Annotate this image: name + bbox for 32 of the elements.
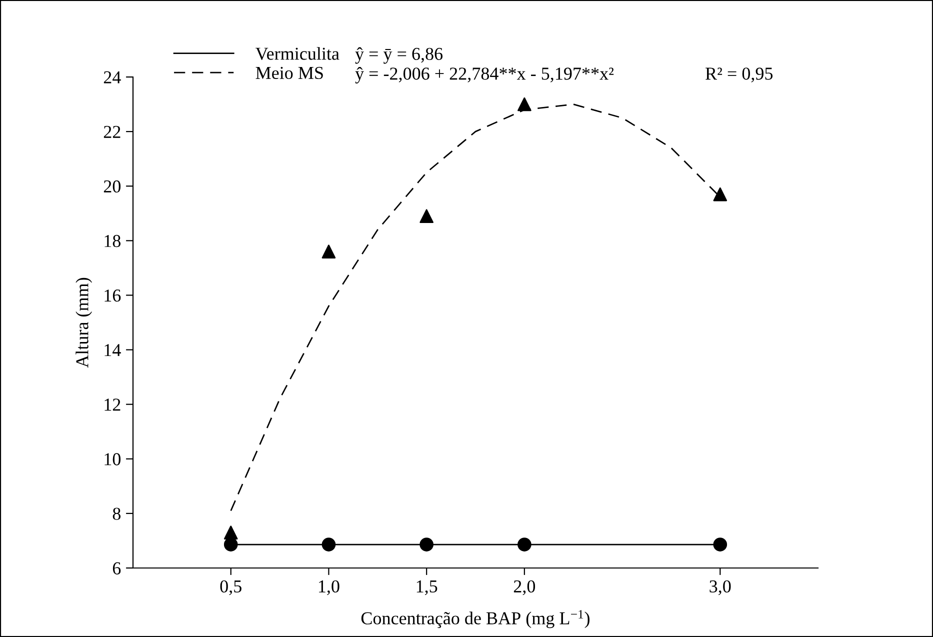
point [420, 209, 434, 224]
x-axis-title: Concentração de BAP (mg L$^{−1}$) [361, 610, 590, 628]
point [713, 538, 728, 552]
y-axis-title: Altura (mm) [76, 278, 92, 368]
y-tick-label: 10 [104, 453, 121, 466]
y-tick-label: 16 [104, 290, 121, 302]
annotation: R² = 0,95 [706, 68, 773, 82]
point [224, 538, 238, 552]
point [224, 526, 238, 540]
point [518, 97, 532, 112]
y-tick-label: 22 [104, 126, 120, 138]
x-tick-label: 2,0 [514, 580, 536, 596]
point [713, 187, 728, 202]
legend-label: Meio MS [256, 66, 323, 80]
point [420, 538, 434, 552]
legend-label: Vermiculita [255, 47, 340, 60]
y-tick-label: 8 [112, 508, 121, 520]
y-tick-label: 20 [104, 180, 121, 193]
y-tick-label: 24 [104, 71, 121, 84]
x-tick-label: 1,5 [416, 580, 438, 596]
x-tick-label: 0,5 [220, 580, 242, 596]
x-tick-label: 1,0 [319, 580, 340, 596]
y-tick-label: 18 [104, 234, 121, 248]
y-tick-label: 12 [104, 398, 120, 411]
y-tick-label: 14 [104, 344, 121, 356]
annotation: ŷ = -2,006 + 22,784**x - 5,197**x² [355, 67, 614, 84]
point [322, 538, 336, 552]
x-tick-label: 3,0 [710, 580, 731, 596]
y-tick-label: 6 [112, 562, 121, 574]
point [518, 538, 532, 552]
point [322, 244, 336, 258]
text: ŷ = ȳ = 6,86 [355, 47, 443, 64]
